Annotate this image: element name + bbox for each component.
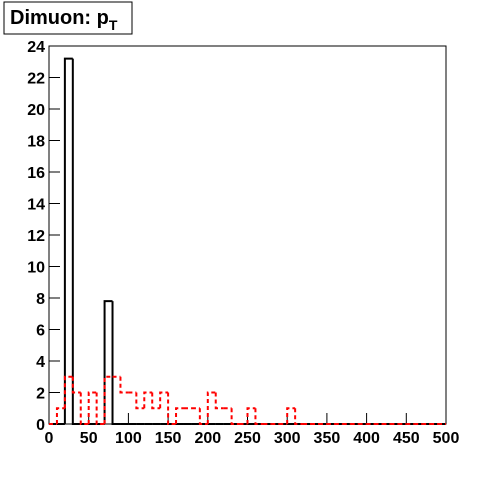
histogram-bin — [79, 392, 89, 425]
histogram-bin — [55, 407, 65, 424]
histogram-bin — [159, 391, 169, 409]
y-tick-label: 4 — [36, 354, 45, 371]
histogram-bin — [206, 391, 216, 424]
title-subscript: T — [109, 17, 118, 33]
histogram-bin — [103, 375, 113, 424]
histogram-bin — [119, 376, 129, 394]
histogram-bin — [143, 391, 153, 409]
histogram-bin — [175, 407, 184, 424]
histogram-bin — [63, 375, 73, 409]
plot-frame — [48, 45, 447, 425]
x-tick-label: 150 — [155, 430, 182, 447]
histogram-bin — [71, 376, 81, 394]
histogram-bin — [135, 392, 145, 410]
histogram-bin — [230, 408, 240, 425]
histogram-bin — [87, 391, 97, 424]
y-tick-label: 0 — [36, 417, 45, 434]
chart-title: Dimuon: pT — [10, 7, 118, 33]
y-tick-label: 14 — [27, 197, 45, 214]
y-tick-label: 8 — [36, 291, 45, 308]
x-tick-label: 50 — [80, 430, 98, 447]
y-tick-label: 2 — [36, 386, 45, 403]
histogram-bin — [63, 57, 73, 424]
histogram-bin — [254, 408, 264, 425]
y-tick-label: 12 — [27, 228, 45, 245]
y-tick-label: 22 — [27, 71, 45, 88]
y-tick-label: 16 — [27, 165, 45, 182]
x-tick-label: 0 — [45, 430, 54, 447]
histogram-bin — [167, 392, 177, 425]
x-tick-label: 100 — [115, 430, 142, 447]
title-box — [3, 1, 133, 35]
x-tick-label: 400 — [353, 430, 380, 447]
histogram-bin — [286, 407, 296, 424]
histogram-bin — [151, 392, 161, 410]
histogram-bin — [294, 408, 304, 425]
x-tick-label: 200 — [194, 430, 221, 447]
histogram-bin — [198, 408, 208, 425]
y-tick-label: 10 — [27, 260, 45, 277]
histogram-bin — [71, 58, 81, 425]
title-main: Dimuon: p — [10, 7, 109, 29]
x-tick-label: 350 — [314, 430, 341, 447]
y-tick-label: 18 — [27, 134, 45, 151]
histogram-bin — [111, 301, 121, 425]
x-tick-label: 450 — [393, 430, 420, 447]
y-tick-label: 6 — [36, 323, 45, 340]
histogram-bin — [214, 392, 224, 410]
histogram-bin — [95, 392, 105, 425]
x-tick-label: 250 — [234, 430, 261, 447]
x-tick-label: 300 — [274, 430, 301, 447]
histogram-bin — [246, 407, 256, 424]
y-tick-label: 24 — [27, 39, 45, 56]
y-tick-label: 20 — [27, 102, 45, 119]
x-tick-label: 500 — [433, 430, 460, 447]
histogram-bin — [103, 300, 113, 424]
